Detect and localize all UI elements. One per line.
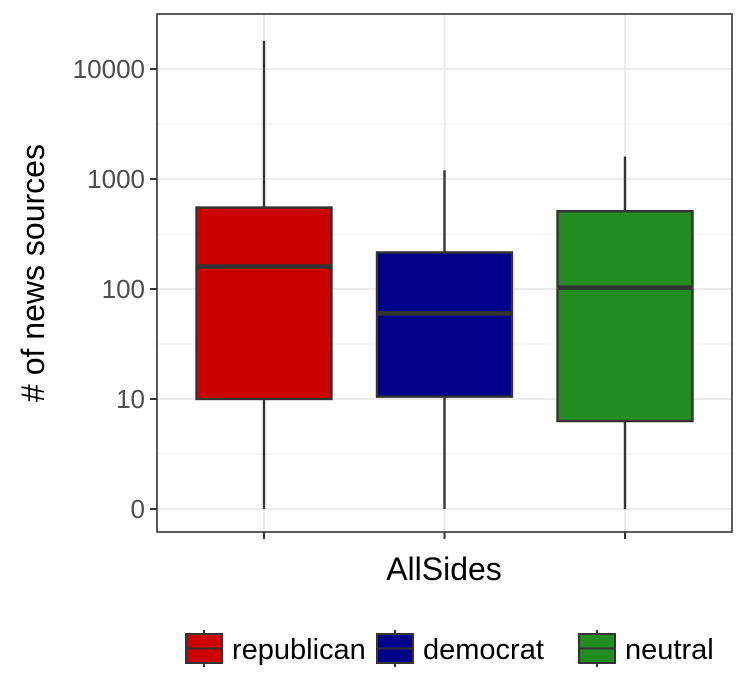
legend-item-neutral: neutral xyxy=(578,630,714,667)
y-tick-label: 10 xyxy=(116,384,145,414)
y-tick-label: 10000 xyxy=(73,54,145,84)
y-axis-title: # of news sources xyxy=(15,144,51,402)
y-axis: 0 10 100 1000 10000 xyxy=(73,54,157,524)
y-tick-label: 100 xyxy=(102,274,145,304)
box-democrat xyxy=(375,170,514,509)
legend-item-democrat: democrat xyxy=(376,630,544,667)
box-body xyxy=(375,251,514,398)
legend-item-republican: republican xyxy=(185,630,366,667)
legend-label: republican xyxy=(232,634,366,666)
y-tick-label: 1000 xyxy=(87,164,145,194)
y-tick-label: 0 xyxy=(131,494,145,524)
x-axis-title: AllSides xyxy=(386,551,502,587)
boxes-layer xyxy=(195,40,694,509)
box-neutral xyxy=(556,156,694,509)
legend-label: democrat xyxy=(423,634,544,666)
box-republican xyxy=(195,40,333,509)
legend-label: neutral xyxy=(625,634,714,666)
x-axis xyxy=(263,532,626,539)
box-body xyxy=(556,209,694,423)
legend: republican democrat neutral xyxy=(185,630,714,667)
box-body xyxy=(195,206,333,401)
